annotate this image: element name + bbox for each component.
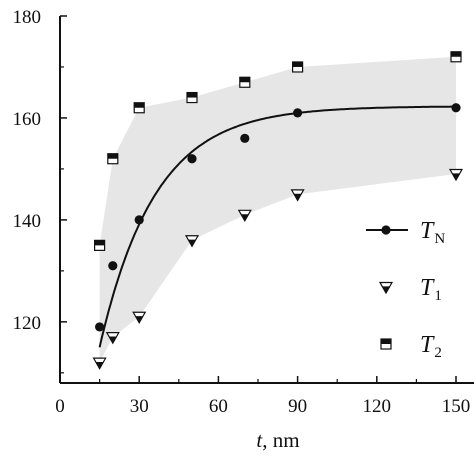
t2-point-50-fill [187,92,197,98]
x-tick-label-0: 0 [55,396,65,417]
legend-tn-marker [381,225,391,235]
legend-t1-marker-fill [381,286,391,293]
t1-point-20-fill [108,336,117,344]
legend-t2-marker-fill [381,339,391,344]
t1-point-150 [448,168,464,182]
t1-point-50 [184,235,200,248]
y-tick-label-120: 120 [13,313,42,334]
legend-t1-marker [378,281,394,295]
t2-point-20-fill [107,153,118,159]
t1-point-50-fill [187,239,197,247]
legend-t2-label: T2 [420,332,442,361]
t1-point-90 [290,189,305,202]
t2-point-15-fill [94,240,105,246]
t1-point-90-fill [293,193,302,201]
t2-point-70-fill [239,77,250,83]
legend: TN T1 T2 [366,218,445,361]
x-axis-label-unit: , nm [262,428,299,452]
tn-point-30 [134,215,144,225]
t2-point-150-fill [451,51,461,57]
tn-point-50 [187,154,197,164]
t2-point-150 [450,51,462,63]
tn-point-90 [293,108,303,118]
axes [59,15,474,384]
shaded-range-band [99,56,456,363]
x-tick-label-30: 30 [130,396,149,417]
t1-point-70-fill [240,214,249,221]
t2-point-20 [107,153,119,165]
legend-t1-label: T1 [420,275,442,304]
tn-point-20 [108,261,118,271]
t2-point-30 [133,102,145,114]
t1-point-15-fill [95,362,104,369]
legend-t2-marker [380,338,392,350]
fit-curve-layer [98,105,456,348]
t1-point-150-fill [451,173,461,181]
x-tick-label-90: 90 [288,396,307,417]
t2-point-90-fill [292,61,303,67]
t2-point-90 [292,61,304,73]
data-points-layer [92,51,464,370]
legend-tn-label: TN [420,218,445,247]
t1-point-70 [237,209,252,223]
shaded-band-area [99,56,456,363]
tick-labels: 0 30 60 90 120 150 120 140 160 180 [13,7,471,417]
x-axis-label: t, nm [256,428,299,452]
t1-point-30-fill [135,316,144,323]
t2-point-50 [186,91,198,104]
y-tick-label-160: 160 [13,109,42,130]
x-axis-label-var: t [256,428,263,452]
y-tick-label-180: 180 [13,7,42,28]
t1-point-20 [105,332,120,345]
tn-point-150 [451,103,461,113]
x-tick-label-60: 60 [209,396,228,417]
t1-point-15 [92,357,107,370]
x-tick-label-120: 120 [363,396,392,417]
t2-point-15 [93,239,106,251]
t2-point-30-fill [134,102,145,108]
t2-point-70 [239,76,251,88]
tn-fit-curve [98,105,456,348]
tn-point-15 [95,322,105,332]
t1-point-30 [132,311,147,324]
x-tick-label-150: 150 [442,396,471,417]
tn-point-70 [240,133,250,143]
y-tick-label-140: 140 [13,211,42,232]
